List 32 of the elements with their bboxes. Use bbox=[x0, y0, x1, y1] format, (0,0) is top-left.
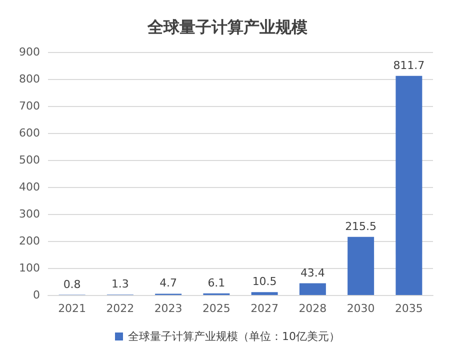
data-label: 1.3 bbox=[111, 278, 129, 291]
y-tick-label: 500 bbox=[19, 154, 40, 166]
data-label: 6.1 bbox=[208, 276, 226, 290]
y-tick-label: 400 bbox=[19, 180, 40, 194]
data-label: 215.5 bbox=[345, 220, 377, 233]
data-label: 4.7 bbox=[160, 276, 178, 290]
x-tick-label: 2022 bbox=[106, 302, 134, 315]
y-tick-label: 700 bbox=[19, 100, 40, 112]
data-label: 0.8 bbox=[63, 278, 81, 291]
x-tick-label: 2035 bbox=[394, 302, 423, 315]
bar bbox=[396, 76, 422, 295]
data-label: 43.4 bbox=[300, 266, 325, 280]
x-tick-label: 2028 bbox=[298, 302, 327, 315]
y-tick-label: 200 bbox=[19, 234, 40, 248]
x-tick-label: 2023 bbox=[154, 302, 182, 315]
data-label: 10.5 bbox=[252, 275, 277, 288]
bar bbox=[251, 292, 278, 295]
y-tick-label: 100 bbox=[19, 262, 40, 274]
legend-label: 全球量子计算产业规模（单位：10亿美元） bbox=[128, 330, 340, 343]
x-tick-label: 2021 bbox=[58, 302, 86, 315]
y-tick-label: 600 bbox=[19, 126, 40, 140]
x-tick-label: 2030 bbox=[346, 302, 375, 315]
y-tick-label: 900 bbox=[19, 46, 40, 58]
x-tick-label: 2025 bbox=[202, 302, 230, 315]
bar bbox=[348, 236, 374, 295]
data-label: 811.7 bbox=[393, 58, 425, 72]
y-tick-label: 300 bbox=[19, 208, 40, 220]
bar bbox=[299, 283, 326, 295]
y-tick-label: 800 bbox=[19, 72, 40, 86]
x-tick-label: 2027 bbox=[250, 302, 279, 315]
chart-title: 全球量子计算产业规模 bbox=[146, 18, 308, 36]
y-tick-label: 0 bbox=[33, 288, 40, 302]
